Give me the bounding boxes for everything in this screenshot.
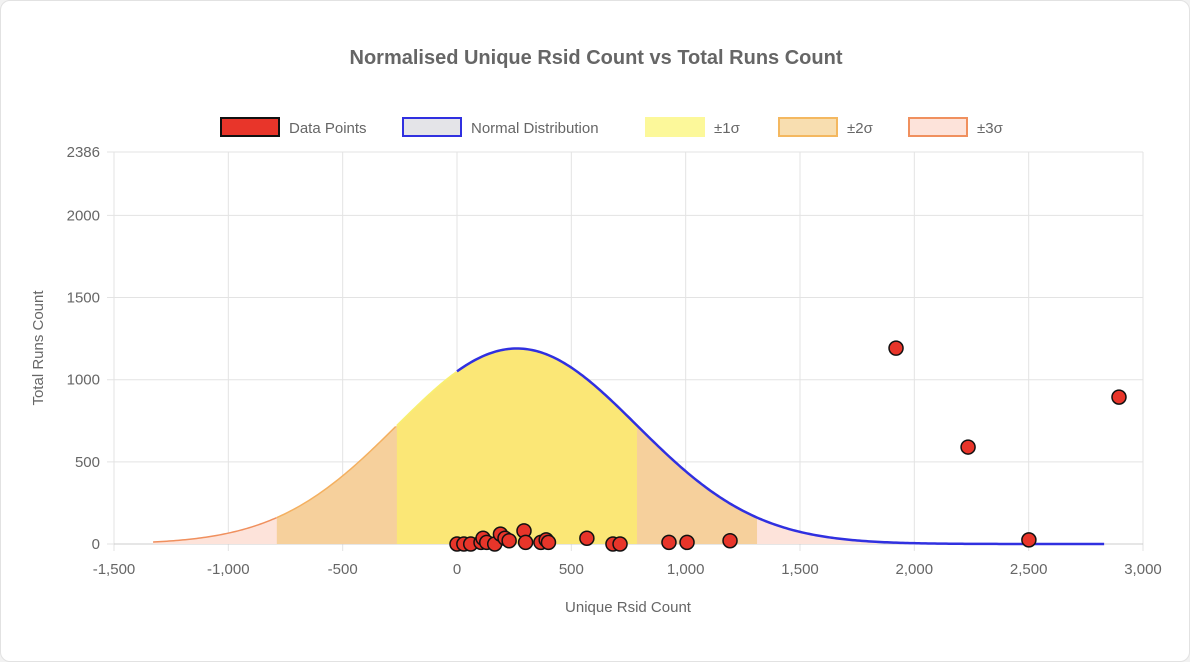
data-point	[501, 532, 517, 549]
legend-label: ±1σ	[714, 120, 741, 137]
x-tick-label: -1,500	[93, 561, 136, 578]
legend-label: ±3σ	[977, 120, 1004, 137]
x-tick-label: 1,000	[667, 561, 705, 578]
data-point	[1021, 532, 1037, 548]
data-points	[449, 340, 1127, 552]
legend-label: Data Points	[289, 120, 367, 137]
x-tick-label: 500	[559, 561, 584, 578]
curve-left-2sigma	[276, 426, 397, 519]
data-point	[540, 534, 557, 551]
normal-distribution-line	[456, 347, 1105, 546]
chart-title: Normalised Unique Rsid Count vs Total Ru…	[350, 47, 843, 69]
y-tick-label: 1000	[67, 372, 100, 389]
y-tick-label: 2000	[67, 207, 100, 224]
data-point	[517, 534, 534, 551]
legend-label: Normal Distribution	[471, 120, 599, 137]
legend-label: ±2σ	[847, 120, 874, 137]
data-point	[661, 534, 677, 551]
normal-curve	[153, 347, 1105, 546]
x-tick-label: -1,000	[207, 561, 250, 578]
y-tick-label: 2386	[67, 144, 100, 161]
axis-ticks: -1,500 -1,000 -500 0 500 1,000 1,500 2,000 2,500…	[67, 144, 1162, 578]
data-point	[722, 532, 738, 549]
legend: Data Points Normal Distribution ±1σ ±2σ ±3σ	[220, 117, 1004, 137]
data-point	[612, 536, 628, 552]
data-point	[579, 530, 595, 546]
data-point	[960, 439, 976, 455]
x-axis-label: Unique Rsid Count	[565, 599, 692, 616]
sigma-bands	[153, 348, 878, 544]
data-point	[679, 534, 695, 551]
x-tick-label: 2,500	[1010, 561, 1048, 578]
curve-left-1sigma	[396, 371, 457, 426]
x-tick-label: 1,500	[781, 561, 819, 578]
x-tick-label: 2,000	[896, 561, 934, 578]
curve-left-tail	[153, 516, 277, 543]
scatter-chart: Normalised Unique Rsid Count vs Total Ru…	[30, 47, 1162, 616]
x-tick-label: 0	[453, 561, 461, 578]
band-1-sigma	[396, 348, 637, 544]
y-axis-label: Total Runs Count	[30, 290, 47, 406]
x-tick-label: -500	[328, 561, 358, 578]
legend-swatch	[778, 117, 838, 137]
y-tick-label: 500	[75, 454, 100, 471]
data-point	[1111, 389, 1127, 405]
legend-swatch	[220, 117, 280, 137]
y-tick-label: 1500	[67, 290, 100, 307]
legend-swatch	[645, 117, 705, 137]
y-tick-label: 0	[92, 536, 100, 553]
x-tick-label: 3,000	[1124, 561, 1162, 578]
legend-swatch	[402, 117, 462, 137]
data-point	[888, 340, 904, 356]
legend-swatch	[908, 117, 968, 137]
